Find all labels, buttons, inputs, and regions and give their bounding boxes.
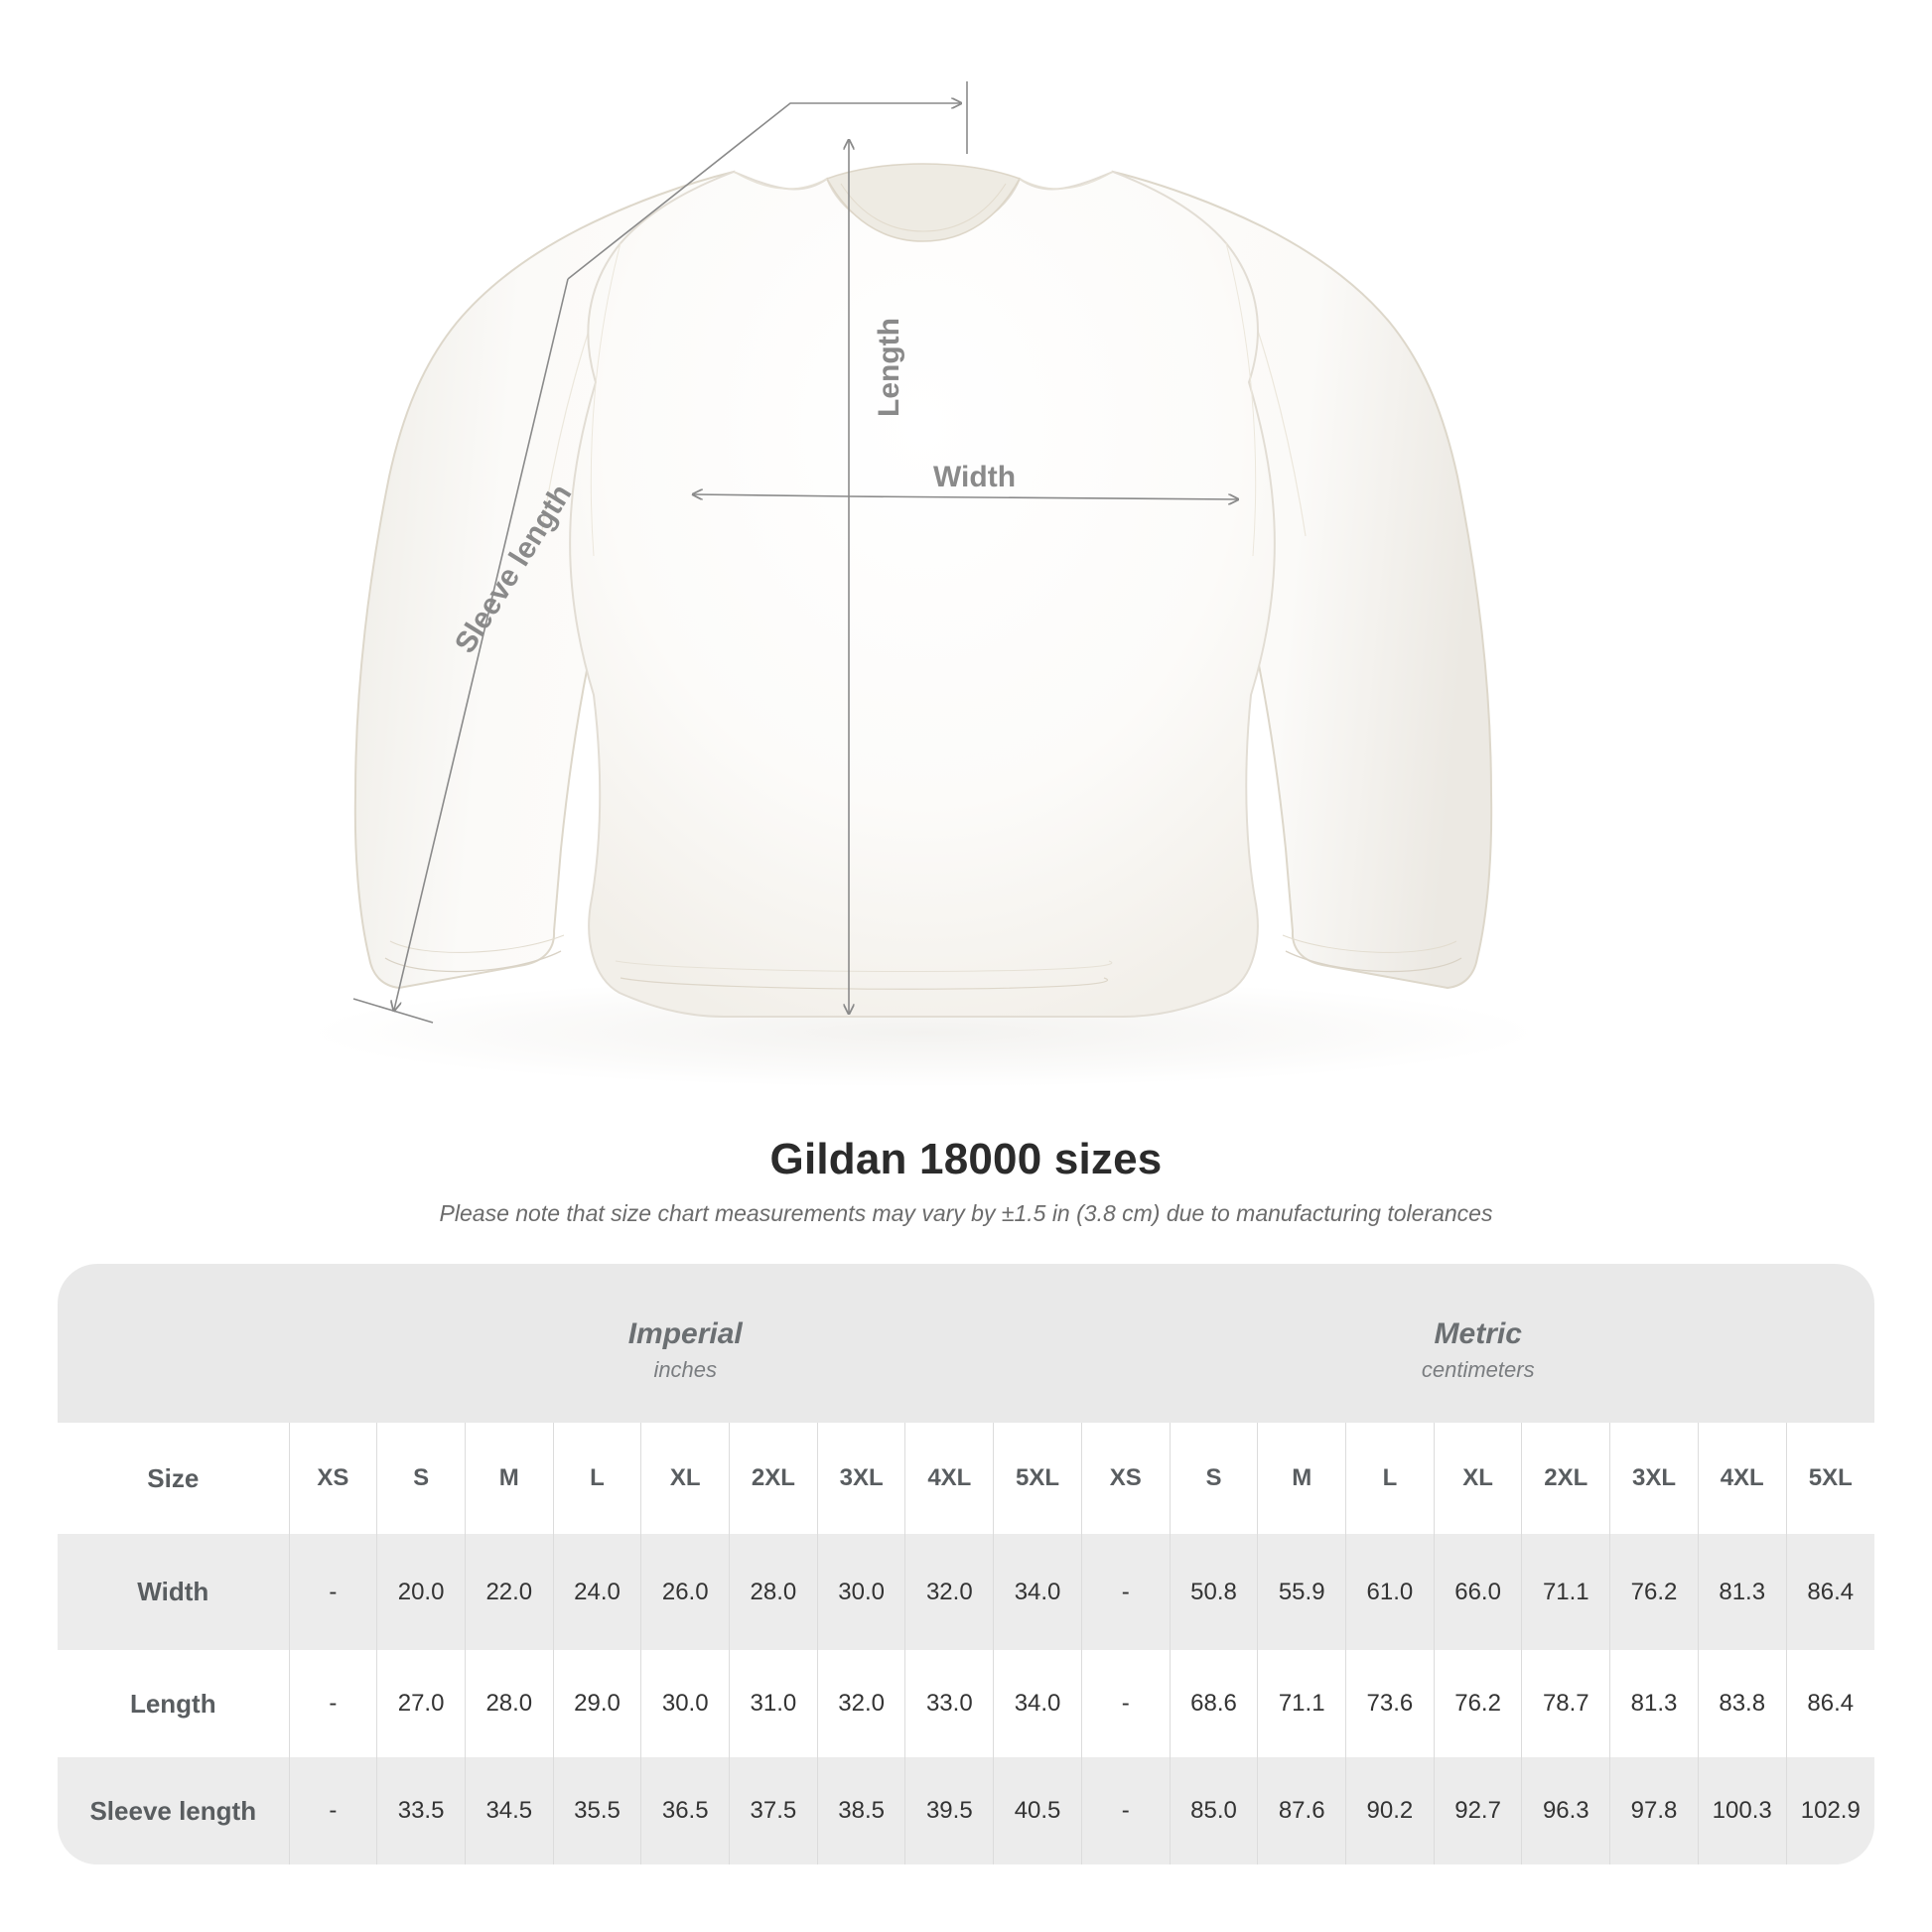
svg-text:Width: Width (933, 461, 1016, 493)
svg-text:Length: Length (873, 318, 905, 417)
